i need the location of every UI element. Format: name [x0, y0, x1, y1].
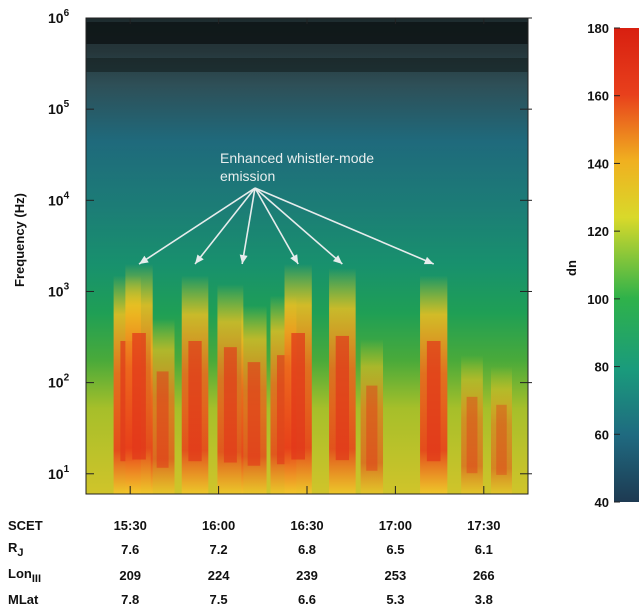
burst-core: [156, 371, 169, 468]
colorbar-tick-label: 160: [587, 89, 609, 104]
row-label-rj: RJ: [8, 540, 24, 559]
y-axis: 101 102 103 104 105 106: [48, 8, 532, 482]
y-tick-label: 106: [48, 8, 70, 26]
annotation-arrows: [138, 187, 435, 265]
annotation-arrowhead: [139, 255, 149, 265]
x-tick-label: 16:00: [202, 518, 235, 533]
y-tick-label: 102: [48, 373, 70, 391]
ephemeris-value-rj: 6.8: [298, 542, 316, 557]
x-tick-label: 15:30: [114, 518, 147, 533]
ephemeris-value-rj: 6.5: [386, 542, 404, 557]
annotation-arrow: [254, 187, 343, 265]
burst-core: [335, 335, 350, 461]
annotation-arrow: [254, 187, 299, 265]
annotation-arrow: [138, 187, 256, 265]
annotation-arrow: [254, 187, 435, 265]
row-label-mlat: MLat: [8, 592, 39, 607]
ephemeris-value-lon: 253: [385, 568, 407, 583]
burst-core: [366, 385, 378, 471]
ephemeris-value-lon: 239: [296, 568, 318, 583]
colorbar-tick-label: 60: [595, 427, 609, 442]
colorbar-tick-label: 140: [587, 156, 609, 171]
x-tick-label: 17:00: [379, 518, 412, 533]
ephemeris-table: SCET RJ LonIII MLat 7.6 7.2 6.8 6.5 6.1 209 22…: [8, 518, 495, 607]
upper-dark-band: [86, 22, 528, 44]
colorbar-tick-label: 40: [595, 495, 609, 510]
burst-core: [132, 333, 146, 460]
ephemeris-value-mlat: 6.6: [298, 592, 316, 607]
annotation: Enhanced whistler-mode emission: [138, 150, 435, 265]
colorbar-gradient: [614, 28, 639, 502]
burst-core: [247, 362, 261, 466]
x-tick-label: 17:30: [467, 518, 500, 533]
burst-core: [223, 347, 237, 463]
burst-core: [188, 340, 202, 462]
x-tick-label: 16:30: [290, 518, 323, 533]
ephemeris-value-lon: 224: [208, 568, 230, 583]
colorbar-label: dn: [564, 260, 579, 276]
ephemeris-value-mlat: 7.5: [210, 592, 228, 607]
ephemeris-value-lon: 209: [119, 568, 141, 583]
colorbar: 40 60 80 100 120 140 160 180 dn: [564, 21, 639, 510]
whistler-bursts: [113, 264, 512, 494]
annotation-line2: emission: [220, 168, 275, 184]
annotation-arrowhead: [423, 256, 434, 265]
ephemeris-value-rj: 7.6: [121, 542, 139, 557]
annotation-arrowhead: [332, 255, 343, 265]
annotation-arrowhead: [239, 254, 248, 265]
colorbar-tick-label: 80: [595, 360, 609, 375]
burst: [461, 355, 483, 494]
ephemeris-value-mlat: 7.8: [121, 592, 139, 607]
spectrogram-panel: [86, 18, 528, 494]
upper-mid-band: [86, 58, 528, 72]
y-tick-label: 105: [48, 99, 70, 117]
burst-core: [466, 396, 478, 474]
burst-core: [291, 333, 305, 460]
y-tick-label: 103: [48, 281, 70, 299]
colorbar-tick-label: 100: [587, 292, 609, 307]
colorbar-ticks: 40 60 80 100 120 140 160 180: [587, 21, 620, 510]
burst: [490, 366, 512, 494]
annotation-arrow: [241, 187, 256, 265]
annotation-arrow: [194, 187, 256, 265]
annotation-arrowhead: [290, 254, 299, 265]
annotation-line1: Enhanced whistler-mode: [220, 150, 374, 166]
row-label-lon: LonIII: [8, 566, 41, 585]
x-axis: 15:30 16:00 16:30 17:00 17:30: [114, 18, 500, 533]
ephemeris-value-rj: 7.2: [210, 542, 228, 557]
colorbar-tick-label: 180: [587, 21, 609, 36]
annotation-arrowhead: [195, 254, 204, 265]
burst-core: [426, 340, 441, 462]
ephemeris-value-mlat: 5.3: [386, 592, 404, 607]
y-tick-label: 101: [48, 464, 70, 482]
ephemeris-values: 7.6 7.2 6.8 6.5 6.1 209 224 239 253 266 7.8 7.5 6.6 5…: [119, 542, 494, 607]
y-axis-label: Frequency (Hz): [12, 193, 27, 287]
colorbar-tick-label: 120: [587, 224, 609, 239]
burst: [360, 339, 384, 494]
ephemeris-value-mlat: 3.8: [475, 592, 493, 607]
ephemeris-value-lon: 266: [473, 568, 495, 583]
ephemeris-value-rj: 6.1: [475, 542, 493, 557]
row-label-scet: SCET: [8, 518, 43, 533]
y-tick-label: 104: [48, 190, 70, 208]
burst-core: [496, 404, 507, 475]
